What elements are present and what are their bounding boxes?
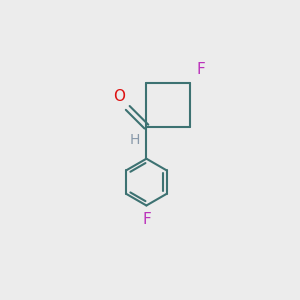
Text: F: F <box>196 62 205 77</box>
Text: O: O <box>113 89 125 104</box>
Text: H: H <box>130 133 140 147</box>
Text: F: F <box>142 212 151 226</box>
